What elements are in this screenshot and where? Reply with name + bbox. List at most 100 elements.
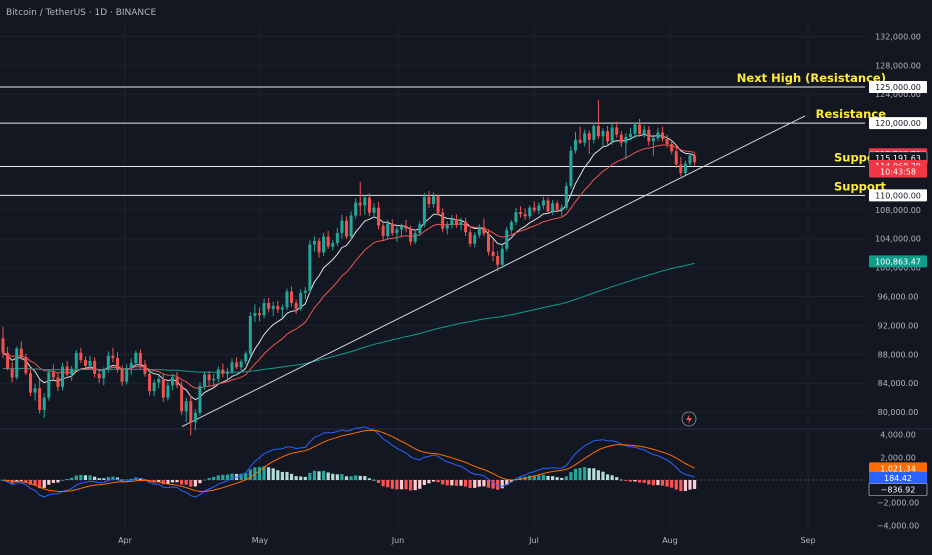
candle-body	[116, 357, 119, 370]
candle-body	[184, 401, 188, 412]
macd-histogram-bar	[19, 480, 23, 481]
macd-histogram-bar	[399, 480, 404, 490]
macd-histogram-bar	[454, 480, 459, 486]
macd-histogram-bar	[51, 480, 55, 483]
macd-histogram-bar	[418, 480, 422, 489]
macd-histogram-bar	[367, 478, 371, 480]
macd-histogram-bar	[463, 480, 468, 487]
y-tick-label: 92,000.00	[878, 321, 919, 330]
candle	[574, 131, 577, 154]
candle-body	[276, 305, 280, 310]
candle-body	[413, 232, 417, 242]
level-price-tag: 110,000.00	[869, 189, 927, 202]
candle-body	[175, 377, 179, 386]
trendline[interactable]	[181, 115, 806, 428]
candle	[564, 182, 568, 210]
candle	[610, 123, 614, 145]
candle-body	[134, 352, 138, 363]
macd-histogram-bar	[74, 475, 78, 480]
macd-histogram-bar	[106, 477, 110, 480]
candle	[583, 129, 587, 147]
candle-body	[505, 230, 509, 249]
axis-layer: Apr May Jun Jul Aug Sep 80,000.00 84,000.00 88,0…	[118, 32, 921, 545]
candle	[267, 297, 271, 313]
macd-histogram-bar	[505, 480, 509, 486]
candle	[120, 365, 124, 387]
level-annotation: Next High (Resistance)	[737, 71, 886, 85]
candle-body	[207, 374, 211, 381]
candle	[638, 118, 642, 137]
candle	[432, 192, 436, 208]
macd-histogram-bar	[670, 480, 674, 488]
candle-body	[693, 155, 697, 163]
svg-text:120,000.00: 120,000.00	[875, 119, 921, 128]
candle	[116, 352, 119, 373]
candle-body	[10, 368, 14, 378]
macd-histogram-bar	[166, 480, 170, 484]
candle	[390, 219, 394, 236]
macd-histogram-bar	[422, 480, 426, 485]
price-tag: 100,863.47	[869, 255, 927, 268]
candle	[299, 289, 303, 311]
candle-body	[61, 366, 65, 387]
candle-body	[610, 127, 614, 142]
candle-body	[372, 207, 376, 213]
candle	[619, 131, 623, 147]
candle	[372, 203, 376, 218]
candle-body	[221, 369, 225, 374]
macd-histogram-bar	[56, 480, 60, 483]
candle	[596, 100, 600, 140]
candle	[509, 219, 513, 234]
macd-histogram-bar	[138, 478, 142, 480]
candle-body	[367, 197, 371, 213]
candle	[381, 222, 385, 241]
lightning-icon[interactable]	[681, 411, 697, 427]
macd-histogram-bar	[431, 480, 436, 482]
candle-body	[399, 226, 403, 230]
candle-body	[335, 232, 339, 244]
candle-body	[450, 219, 454, 225]
candle-layer	[1, 100, 697, 436]
candle	[395, 226, 399, 242]
x-tick-label: May	[252, 536, 269, 545]
macd-y-tick-label: −2,000.00	[877, 499, 919, 508]
candle-body	[546, 200, 550, 212]
candle	[248, 312, 252, 358]
candle	[693, 153, 697, 166]
grid-layer	[0, 22, 932, 530]
candle	[230, 358, 234, 375]
macd-histogram-bar	[189, 480, 193, 487]
candle	[93, 357, 97, 378]
candle-body	[574, 139, 577, 151]
candle	[422, 193, 426, 228]
candle-body	[564, 185, 568, 208]
candle-body	[193, 412, 197, 423]
macd-histogram-bar	[221, 474, 225, 480]
candle-body	[541, 200, 545, 206]
candle	[436, 194, 440, 216]
candle	[661, 126, 665, 142]
macd-histogram-bar	[496, 480, 500, 490]
macd-histogram-bar	[638, 480, 642, 483]
macd-histogram-bar	[70, 477, 74, 480]
candle	[15, 346, 19, 380]
candle-body	[377, 207, 381, 226]
macd-histogram-bar	[184, 480, 188, 485]
macd-histogram-bar	[363, 476, 367, 480]
macd-histogram-bar	[578, 467, 582, 480]
macd-y-tick-label: 4,000.00	[880, 431, 916, 440]
candle	[377, 201, 381, 230]
macd-histogram-bar	[605, 474, 610, 480]
candle-body	[670, 144, 674, 152]
candle	[537, 202, 541, 215]
candle-body	[42, 397, 46, 410]
candle	[317, 238, 321, 258]
candle	[340, 214, 344, 239]
macd-histogram-bar	[65, 479, 69, 480]
svg-text:110,000.00: 110,000.00	[875, 191, 921, 200]
candle-body	[665, 139, 669, 145]
macd-histogram-bar	[111, 476, 115, 480]
candle	[207, 370, 211, 387]
candle-body	[152, 382, 156, 392]
